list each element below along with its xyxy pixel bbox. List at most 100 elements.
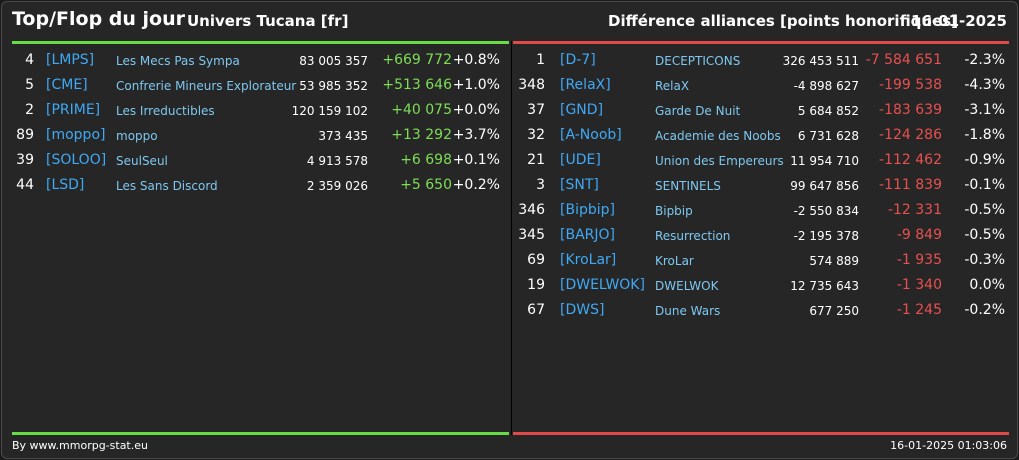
percent-change: +3.7% (452, 127, 500, 143)
alliance-points: 5 684 852 (797, 104, 859, 118)
alliance-points: -2 195 378 (793, 229, 859, 243)
flop-row: 37 [GND] Garde De Nuit 5 684 852 -183 639 -3.… (513, 99, 1009, 124)
alliance-tag-link[interactable]: [DWS] (560, 302, 605, 318)
percent-change: +0.8% (452, 52, 500, 68)
alliance-tag-link[interactable]: [D-7] (560, 52, 596, 68)
alliance-rank: 44 (16, 177, 34, 193)
alliance-tag-link[interactable]: [CME] (46, 77, 88, 93)
alliance-name: RelaX (655, 79, 690, 93)
percent-change: +0.0% (452, 102, 500, 118)
percent-change: -0.5% (964, 202, 1005, 218)
alliance-tag-link[interactable]: [BARJO] (560, 227, 615, 243)
points-difference: -124 286 (879, 127, 942, 143)
alliance-tag-link[interactable]: [DWELWOK] (560, 277, 645, 293)
percent-change: -4.3% (964, 77, 1005, 93)
percent-change: +0.2% (452, 177, 500, 193)
alliance-points: 99 647 856 (790, 179, 859, 193)
alliance-points: 326 453 511 (782, 54, 859, 68)
alliance-name: Garde De Nuit (655, 104, 741, 118)
flop-row: 345 [BARJO] Resurrection -2 195 378 -9 849 -0… (513, 224, 1009, 249)
top-row: 44 [LSD] Les Sans Discord 2 359 026 +5 650 +0… (12, 174, 509, 199)
alliance-rank: 69 (527, 252, 545, 268)
page-title: Top/Flop du jour (12, 8, 185, 30)
alliance-points: 574 889 (809, 254, 859, 268)
alliance-tag-link[interactable]: [LMPS] (46, 52, 95, 68)
top-header-line (12, 41, 509, 44)
points-difference: -9 849 (896, 227, 942, 243)
alliance-points: 12 735 643 (790, 279, 859, 293)
points-difference: -1 245 (896, 302, 942, 318)
alliance-rank: 1 (536, 52, 545, 68)
percent-change: -0.3% (964, 252, 1005, 268)
alliance-tag-link[interactable]: [Bipbip] (560, 202, 615, 218)
server-name: Univers Tucana [fr] (187, 12, 349, 30)
points-difference: -1 340 (896, 277, 942, 293)
alliance-name: Les Irreductibles (116, 104, 215, 118)
top-row: 89 [moppo] moppo 373 435 +13 292 +3.7% (12, 124, 509, 149)
alliance-tag-link[interactable]: [moppo] (46, 127, 106, 143)
alliance-tag-link[interactable]: [PRIME] (46, 102, 101, 118)
alliance-rank: 5 (25, 77, 34, 93)
column-divider (511, 41, 512, 435)
percent-change: -0.5% (964, 227, 1005, 243)
percent-change: -2.3% (964, 52, 1005, 68)
points-difference: +6 698 (400, 152, 452, 168)
points-difference: -1 935 (896, 252, 942, 268)
alliance-tag-link[interactable]: [A-Noob] (560, 127, 622, 143)
alliance-name: Les Sans Discord (116, 179, 218, 193)
generated-timestamp: 16-01-2025 01:03:06 (890, 439, 1007, 452)
percent-change: +1.0% (452, 77, 500, 93)
points-difference: +513 646 (382, 77, 452, 93)
alliance-tag-link[interactable]: [UDE] (560, 152, 601, 168)
alliance-name: Union des Empereurs (655, 154, 784, 168)
alliance-name: Bipbip (655, 204, 693, 218)
alliance-name: Dune Wars (655, 304, 721, 318)
alliance-points: 4 913 578 (306, 154, 368, 168)
report-date: 16-01-2025 (911, 12, 1007, 30)
alliance-rank: 21 (527, 152, 545, 168)
alliance-name: SeulSeul (116, 154, 168, 168)
flop-row: 346 [Bipbip] Bipbip -2 550 834 -12 331 -0.5% (513, 199, 1009, 224)
alliance-rank: 345 (518, 227, 545, 243)
flop-row: 32 [A-Noob] Academie des Noobs 6 731 628 -12… (513, 124, 1009, 149)
top-row: 4 [LMPS] Les Mecs Pas Sympa 83 005 357 +669 … (12, 49, 509, 74)
flop-footer-line (513, 432, 1009, 435)
alliance-tag-link[interactable]: [SNT] (560, 177, 599, 193)
alliance-tag-link[interactable]: [SOLOO] (46, 152, 107, 168)
flop-row: 19 [DWELWOK] DWELWOK 12 735 643 -1 340 0.0% (513, 274, 1009, 299)
alliance-tag-link[interactable]: [LSD] (46, 177, 85, 193)
alliance-points: 2 359 026 (306, 179, 368, 193)
flop-row: 21 [UDE] Union des Empereurs 11 954 710 -112… (513, 149, 1009, 174)
alliance-name: moppo (116, 129, 158, 143)
alliance-tag-link[interactable]: [GND] (560, 102, 604, 118)
alliance-points: 373 435 (318, 129, 368, 143)
points-difference: +40 075 (391, 102, 452, 118)
alliance-name: Academie des Noobs (655, 129, 781, 143)
alliance-name: KroLar (655, 254, 694, 268)
alliance-rank: 2 (25, 102, 34, 118)
points-difference: -7 584 651 (865, 52, 942, 68)
alliance-points: 53 985 352 (299, 79, 368, 93)
alliance-name: DECEPTICONS (655, 54, 741, 68)
top-row: 2 [PRIME] Les Irreductibles 120 159 102 +40 … (12, 99, 509, 124)
percent-change: -1.8% (964, 127, 1005, 143)
percent-change: 0.0% (969, 277, 1005, 293)
points-difference: +5 650 (400, 177, 452, 193)
alliance-rank: 346 (518, 202, 545, 218)
top-list: 4 [LMPS] Les Mecs Pas Sympa 83 005 357 +669 … (12, 49, 509, 199)
alliance-rank: 89 (16, 127, 34, 143)
points-difference: -111 839 (879, 177, 942, 193)
alliance-name: Resurrection (655, 229, 731, 243)
top-row: 5 [CME] Confrerie Mineurs Explorateur 53 98… (12, 74, 509, 99)
alliance-tag-link[interactable]: [KroLar] (560, 252, 617, 268)
alliance-points: 11 954 710 (790, 154, 859, 168)
alliance-rank: 4 (25, 52, 34, 68)
alliance-tag-link[interactable]: [RelaX] (560, 77, 611, 93)
credit-link[interactable]: By www.mmorpg-stat.eu (12, 439, 148, 452)
flop-row: 1 [D-7] DECEPTICONS 326 453 511 -7 584 651 -2… (513, 49, 1009, 74)
alliance-rank: 348 (518, 77, 545, 93)
flop-row: 67 [DWS] Dune Wars 677 250 -1 245 -0.2% (513, 299, 1009, 324)
alliance-points: 677 250 (809, 304, 859, 318)
header: Top/Flop du jour Univers Tucana [fr] Dif… (2, 2, 1017, 40)
top-row: 39 [SOLOO] SeulSeul 4 913 578 +6 698 +0.1% (12, 149, 509, 174)
